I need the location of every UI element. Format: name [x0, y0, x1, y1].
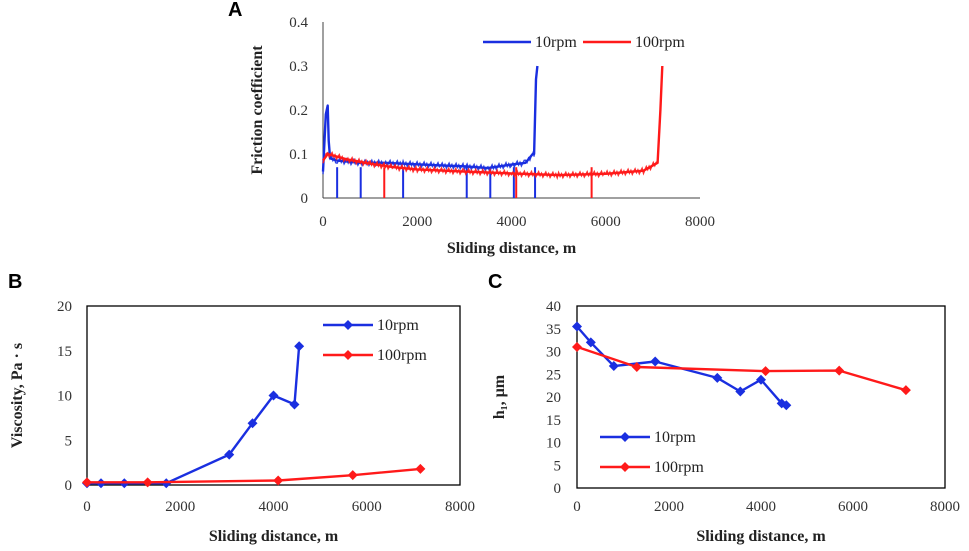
data-point-10rpm: [650, 356, 661, 367]
legend-marker-100rpm: [620, 462, 630, 472]
x-axis-title: Sliding distance, m: [447, 240, 577, 257]
series-line-100rpm: [322, 65, 664, 177]
panel-c: C 0 5 10 15 20 25 30 35 40 0 2000 4000 6000 8000 Slidin…: [488, 271, 960, 545]
y-axis-title: Viscosity, Pa · s: [9, 343, 26, 448]
data-point-10rpm: [268, 390, 279, 401]
data-point-100rpm: [572, 341, 582, 352]
y-tick-label: 25: [546, 367, 561, 383]
x-tick-label: 4000: [259, 499, 289, 515]
legend-label-100rpm: 100rpm: [654, 459, 704, 476]
x-tick-label: 4000: [497, 214, 527, 230]
data-point-10rpm: [247, 418, 258, 429]
data-point-100rpm: [347, 470, 358, 481]
y-tick-label: 30: [546, 345, 561, 361]
series-line-10rpm: [321, 65, 539, 172]
legend-label-100rpm: 100rpm: [635, 34, 685, 51]
legend-marker-100rpm: [343, 350, 353, 360]
x-tick-label: 2000: [165, 499, 195, 515]
x-axis-title: Sliding distance, m: [696, 528, 826, 545]
data-point-100rpm: [760, 366, 771, 377]
x-tick-label: 4000: [746, 499, 776, 515]
y-axis-title: h₁, µm: [491, 374, 508, 419]
panel-letter-a: A: [228, 0, 242, 21]
y-tick-label: 0.3: [289, 59, 308, 75]
y-tick-label: 0.1: [289, 147, 308, 163]
y-tick-label: 10: [57, 389, 72, 405]
series-line-100rpm: [576, 345, 907, 392]
panel-letter-b: B: [8, 271, 22, 293]
data-point-10rpm: [289, 399, 300, 410]
x-tick-label: 6000: [838, 499, 868, 515]
x-tick-label: 0: [573, 499, 581, 515]
plot-frame: [86, 305, 461, 486]
x-tick-label: 2000: [402, 214, 432, 230]
data-point-10rpm: [756, 374, 766, 385]
x-axis-title: Sliding distance, m: [209, 528, 339, 545]
y-tick-label: 20: [57, 299, 72, 315]
series-line-100rpm: [87, 467, 421, 484]
y-tick-label: 40: [546, 299, 561, 315]
y-tick-label: 35: [546, 322, 561, 338]
y-tick-label: 15: [57, 344, 72, 360]
legend-label-10rpm: 10rpm: [377, 317, 419, 334]
y-tick-label: 0.2: [289, 103, 308, 119]
x-tick-label: 8000: [445, 499, 475, 515]
y-tick-label: 20: [546, 390, 561, 406]
y-tick-label: 5: [554, 458, 562, 474]
legend-marker-10rpm: [620, 432, 630, 442]
y-axis-title: Friction coefficient: [249, 45, 266, 175]
data-point-100rpm: [82, 477, 92, 488]
data-point-10rpm: [224, 449, 235, 460]
y-tick-label: 0.4: [289, 15, 308, 31]
panel-letter-c: C: [488, 271, 502, 293]
data-point-100rpm: [834, 365, 845, 376]
panel-b: B 0 5 10 15 20 0 2000 4000 6000 8000 Sliding distan…: [8, 271, 475, 545]
data-point-10rpm: [712, 372, 723, 383]
data-point-100rpm: [142, 477, 153, 488]
data-point-10rpm: [572, 321, 582, 332]
y-tick-label: 0: [554, 481, 562, 497]
data-point-100rpm: [273, 475, 284, 486]
series-line-10rpm: [576, 325, 787, 407]
panel-a: A 0 0.1 0.2 0.3 0.4 0 2000 4000 6000 8000 Sliding d…: [228, 0, 715, 257]
y-tick-label: 10: [546, 436, 561, 452]
series-noise-100rpm: [322, 86, 663, 181]
legend-marker-10rpm: [343, 320, 353, 330]
x-tick-label: 2000: [654, 499, 684, 515]
x-tick-label: 0: [319, 214, 327, 230]
data-point-10rpm: [294, 341, 305, 352]
legend-label-10rpm: 10rpm: [535, 34, 577, 51]
y-tick-label: 0: [301, 191, 309, 207]
data-point-10rpm: [735, 386, 746, 397]
data-point-100rpm: [900, 385, 911, 396]
y-tick-label: 15: [546, 413, 561, 429]
data-point-100rpm: [631, 361, 642, 372]
legend-label-100rpm: 100rpm: [377, 347, 427, 364]
data-point-10rpm: [781, 400, 792, 411]
x-tick-label: 8000: [930, 499, 960, 515]
data-point-100rpm: [415, 463, 426, 474]
x-tick-label: 6000: [352, 499, 382, 515]
legend-label-10rpm: 10rpm: [654, 429, 696, 446]
y-tick-label: 0: [65, 478, 73, 494]
data-point-10rpm: [608, 361, 619, 372]
y-tick-label: 5: [65, 433, 73, 449]
x-tick-label: 0: [83, 499, 91, 515]
x-tick-label: 8000: [685, 214, 715, 230]
plot-frame: [576, 305, 946, 489]
data-point-10rpm: [585, 337, 596, 348]
series-line-10rpm: [87, 346, 301, 485]
x-tick-label: 6000: [591, 214, 621, 230]
